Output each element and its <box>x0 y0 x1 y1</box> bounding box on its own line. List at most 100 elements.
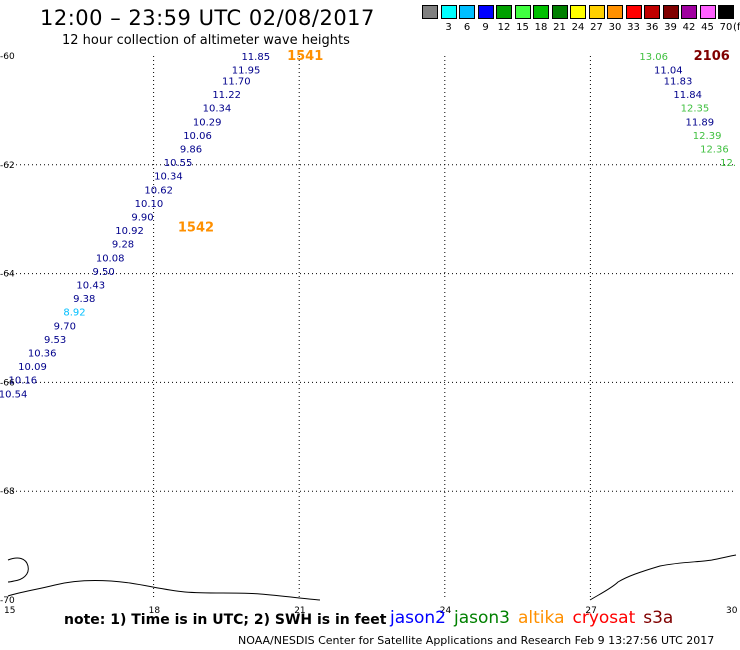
wave-height-point: 10.34 <box>154 172 183 183</box>
map-subtitle: 12 hour collection of altimeter wave hei… <box>62 33 350 48</box>
lat-tick-label: -64 <box>0 270 15 280</box>
grid-lines <box>8 56 736 600</box>
scale-swatch <box>662 5 679 19</box>
wave-height-point: 12.35 <box>681 104 710 115</box>
scale-label: 12 <box>497 22 511 33</box>
scale-label: 15 <box>516 22 529 33</box>
lon-tick-label: 30 <box>726 606 738 616</box>
wave-height-point: 10.43 <box>76 280 105 291</box>
coastline-antarctica <box>7 580 321 601</box>
lat-tick-label: -68 <box>0 487 15 497</box>
wave-height-point: 12.36 <box>700 144 729 155</box>
scale-label: 30 <box>608 22 622 33</box>
wave-height-point: 10.62 <box>144 185 173 196</box>
map-title: 12:00 – 23:59 UTC 02/08/2017 <box>40 6 375 30</box>
satellite-legend-item: jason3 <box>454 608 510 628</box>
scale-swatch <box>514 5 531 19</box>
scale-swatch <box>551 5 568 19</box>
wave-height-point: 10.55 <box>164 158 193 169</box>
scale-swatch <box>644 5 660 19</box>
wave-height-point: 11.70 <box>222 76 251 87</box>
coastline-east <box>589 554 737 601</box>
wave-height-point: 8.92 <box>63 308 85 319</box>
wave-height-point: 9.90 <box>131 212 153 223</box>
scale-swatch <box>681 5 697 19</box>
scale-label: 42 <box>682 22 696 33</box>
wave-height-point: 11.04 <box>654 66 683 77</box>
wave-height-point: 10.08 <box>96 253 125 264</box>
satellite-legend-item: jason2 <box>390 608 446 628</box>
wave-height-point: 10.36 <box>28 348 57 359</box>
wave-height-point: 10.54 <box>0 389 27 400</box>
scale-label: 33 <box>627 22 640 33</box>
wave-height-point: 10.29 <box>193 117 222 128</box>
scale-label: 24 <box>571 22 585 33</box>
scale-swatch <box>440 5 457 19</box>
satellite-legend-item: s3a <box>643 608 674 628</box>
scale-label: 3 <box>445 22 452 33</box>
wave-height-point: 9.28 <box>112 240 134 251</box>
wave-height-point: 11.89 <box>686 117 715 128</box>
coastline-island <box>7 557 29 583</box>
scale-label: 45 <box>701 22 714 33</box>
credit-line: NOAA/NESDIS Center for Satellite Applica… <box>238 634 715 647</box>
wave-height-point: 10.34 <box>203 104 232 115</box>
scale-label: 70 <box>719 22 733 33</box>
scale-swatch <box>496 5 512 19</box>
scale-label: 9 <box>482 22 489 33</box>
wave-height-point: 10.09 <box>18 362 47 373</box>
track-id-label: 1542 <box>178 220 214 235</box>
satellite-legend-item: altika <box>518 608 565 628</box>
lon-tick-label: 15 <box>4 606 15 616</box>
wave-height-point: 11.83 <box>664 76 693 87</box>
wave-height-point: 10.92 <box>115 226 144 237</box>
wave-height-point: 12. <box>720 158 736 169</box>
satellite-legend: jason2 jason3 altika cryosat s3a <box>390 608 681 628</box>
wave-height-point: 10.06 <box>183 131 212 142</box>
scale-label: 39 <box>664 22 677 33</box>
scale-swatch <box>570 5 586 19</box>
lon-tick-label: 21 <box>294 606 305 616</box>
scale-swatch <box>699 5 716 19</box>
track-id-label: 2106 <box>694 49 730 64</box>
wave-height-point: 10.10 <box>135 199 164 210</box>
scale-label: 36 <box>645 22 659 33</box>
lat-tick-label: -60 <box>0 52 15 62</box>
wave-height-point: 11.22 <box>212 90 241 101</box>
lat-tick-label: -62 <box>0 161 15 171</box>
wave-height-point: 12.39 <box>693 131 722 142</box>
wave-height-point: 11.84 <box>673 90 702 101</box>
lon-tick-label: 27 <box>585 606 596 616</box>
wave-height-point: 11.85 <box>241 52 270 63</box>
wave-height-point: 9.53 <box>44 335 66 346</box>
scale-label: 18 <box>534 22 548 33</box>
scale-label: 27 <box>590 22 603 33</box>
scale-swatch <box>459 5 475 19</box>
scale-swatch <box>422 5 438 19</box>
wave-height-point: 13.06 <box>639 52 668 63</box>
scale-label: 21 <box>553 22 566 33</box>
units-note: note: 1) Time is in UTC; 2) SWH is in fe… <box>64 612 387 628</box>
lon-tick-label: 24 <box>440 606 452 616</box>
wave-height-point: 9.50 <box>93 267 115 278</box>
wave-height-point: 9.70 <box>54 321 76 332</box>
wave-height-point: 9.86 <box>180 144 202 155</box>
scale-swatch <box>588 5 605 19</box>
lat-tick-label: -66 <box>0 378 15 388</box>
scale-swatch <box>477 5 494 19</box>
track-id-label: 1541 <box>287 49 323 64</box>
scale-label: 6 <box>463 22 471 33</box>
scale-swatch <box>607 5 623 19</box>
wave-height-point: 11.95 <box>232 66 261 77</box>
scale-swatch <box>533 5 549 19</box>
scale-unit: (ft) <box>732 22 740 33</box>
lon-tick-label: 18 <box>149 606 161 616</box>
wave-height-point: 10.16 <box>8 376 37 387</box>
satellite-legend-item: cryosat <box>572 608 636 628</box>
scale-swatch <box>718 5 734 19</box>
scale-swatch <box>625 5 642 19</box>
